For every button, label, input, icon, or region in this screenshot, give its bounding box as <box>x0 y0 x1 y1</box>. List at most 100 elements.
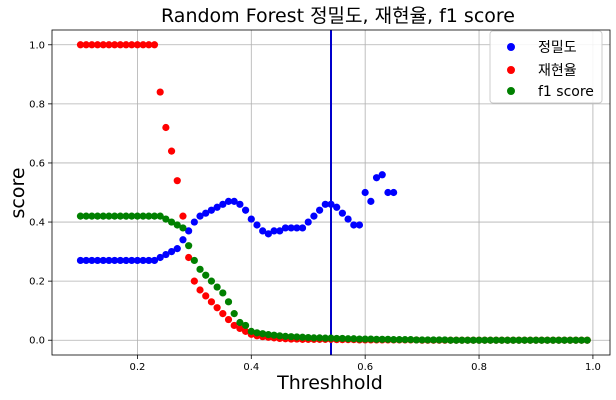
f1-point <box>128 212 136 220</box>
f1-point <box>469 336 477 344</box>
f1-point <box>395 336 403 344</box>
f1-point <box>526 336 534 344</box>
f1-point <box>401 336 409 344</box>
f1-point <box>475 336 483 344</box>
recall-point <box>196 286 204 294</box>
f1-point <box>321 334 329 342</box>
f1-point <box>355 335 364 343</box>
precision-point <box>99 256 107 265</box>
f1-point <box>520 336 529 344</box>
f1-point <box>173 221 181 229</box>
precision-point <box>236 200 244 208</box>
f1-point <box>179 224 187 232</box>
f1-point <box>259 330 267 338</box>
f1-point <box>429 336 438 344</box>
f1-point <box>185 242 193 250</box>
y-tick-label: 0.2 <box>29 277 45 288</box>
legend-label-f1: f1 score <box>538 84 594 100</box>
f1-point <box>333 334 341 343</box>
precision-point <box>321 200 329 208</box>
f1-point <box>156 212 164 220</box>
f1-point <box>253 329 261 337</box>
recall-point <box>190 277 198 285</box>
precision-point <box>241 206 250 214</box>
f1-point <box>287 333 295 341</box>
legend-marker-precision <box>507 43 515 51</box>
f1-point <box>435 336 443 344</box>
precision-point <box>82 256 90 265</box>
precision-point <box>259 227 267 235</box>
precision-point <box>276 227 284 235</box>
f1-point <box>207 277 216 285</box>
f1-point <box>424 336 432 344</box>
f1-point <box>230 310 238 318</box>
f1-point <box>509 336 517 344</box>
recall-point <box>224 315 233 324</box>
precision-point <box>128 256 136 265</box>
y-tick-label: 1.0 <box>29 40 45 51</box>
recall-point <box>122 41 130 49</box>
f1-point <box>458 336 466 344</box>
precision-point <box>207 206 216 214</box>
recall-point <box>207 298 216 306</box>
precision-point <box>293 224 301 232</box>
precision-point <box>145 256 153 265</box>
f1-point <box>486 336 495 344</box>
precision-point <box>213 203 221 211</box>
f1-point <box>367 335 375 343</box>
precision-point <box>316 206 324 214</box>
precision-point <box>105 256 113 265</box>
f1-point <box>452 336 460 344</box>
precision-point <box>264 230 272 238</box>
precision-point <box>111 256 119 265</box>
y-axis-label: score <box>7 167 29 218</box>
f1-point <box>133 212 142 220</box>
f1-point <box>577 336 586 344</box>
recall-point <box>128 41 136 49</box>
f1-point <box>82 212 90 220</box>
precision-point <box>270 227 278 235</box>
legend-label-recall: 재현율 <box>538 63 577 79</box>
f1-point <box>338 334 346 343</box>
f1-point <box>503 336 512 344</box>
precision-point <box>281 224 290 232</box>
precision-point <box>230 197 238 205</box>
f1-point <box>481 336 489 344</box>
f1-point <box>310 334 318 342</box>
precision-point <box>173 245 181 253</box>
series-precision <box>76 171 398 265</box>
f1-point <box>111 212 119 220</box>
recall-point <box>241 327 250 335</box>
recall-point <box>236 324 244 333</box>
f1-point <box>344 335 352 343</box>
f1-point <box>105 212 113 220</box>
x-tick-label: 0.6 <box>357 362 373 373</box>
recall-point <box>133 41 142 49</box>
legend-marker-f1 <box>507 87 515 95</box>
f1-point <box>293 333 301 341</box>
f1-point <box>224 298 233 306</box>
precision-point <box>287 224 295 232</box>
precision-point <box>361 188 369 197</box>
y-tick-label: 0.6 <box>29 158 45 169</box>
f1-point <box>116 212 124 220</box>
precision-point <box>133 256 142 265</box>
precision-point <box>93 256 102 265</box>
legend-label-precision: 정밀도 <box>538 40 577 56</box>
recall-point <box>167 147 176 155</box>
precision-point <box>139 256 147 265</box>
precision-point <box>196 212 204 220</box>
f1-point <box>378 335 386 343</box>
precision-point <box>185 227 193 235</box>
f1-point <box>88 212 96 220</box>
precision-point <box>378 171 386 179</box>
recall-point <box>139 41 147 49</box>
precision-point <box>367 197 375 205</box>
y-ticks: 0.0 0.2 0.4 0.6 0.8 1.0 <box>29 40 52 347</box>
recall-point <box>179 212 187 220</box>
f1-point <box>93 212 102 220</box>
recall-point <box>82 41 90 49</box>
series-f1 <box>76 212 591 344</box>
precision-point <box>150 256 159 265</box>
y-tick-label: 0.0 <box>29 336 45 347</box>
